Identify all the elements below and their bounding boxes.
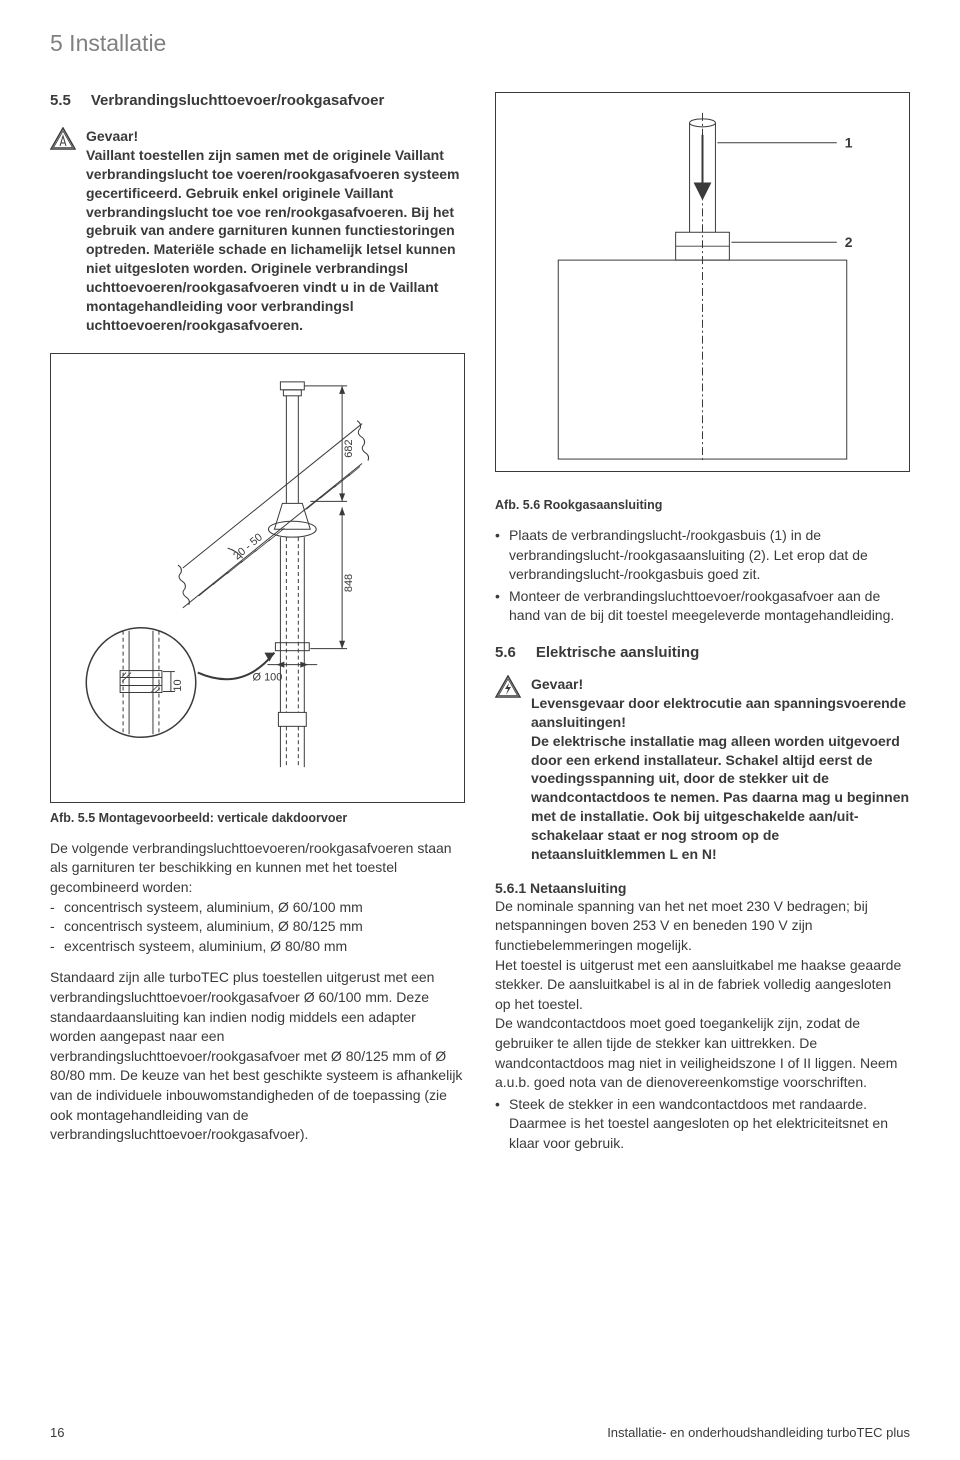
- section-number: 5.5: [50, 92, 71, 109]
- dim-848: 848: [343, 574, 355, 592]
- page-number: 16: [50, 1425, 64, 1440]
- warning-body: Vaillant toestellen zijn samen met de or…: [86, 146, 465, 335]
- instructions-5-6-list: Plaats de verbrandingslucht-/rookgasbuis…: [495, 526, 910, 626]
- figure-5-6-caption: Afb. 5.6 Rookgasaansluiting: [495, 498, 910, 512]
- dim-682: 682: [343, 439, 355, 457]
- dim-10: 10: [172, 679, 184, 691]
- list-item: concentrisch systeem, aluminium, Ø 80/12…: [50, 917, 465, 937]
- section-5-5-heading: 5.5 Verbrandingsluchttoevoer/rookgasafvo…: [50, 92, 465, 109]
- list-item: Monteer de verbrandingsluchttoevoer/rook…: [495, 587, 910, 626]
- warning-title: Gevaar!: [531, 675, 910, 694]
- warning-block-5-5: Gevaar! Vaillant toestellen zijn samen m…: [50, 127, 465, 335]
- list-item: excentrisch systeem, aluminium, Ø 80/80 …: [50, 937, 465, 957]
- warning-electrical-icon: [495, 675, 521, 864]
- system-list: concentrisch systeem, aluminium, Ø 60/10…: [50, 898, 465, 957]
- list-item: Steek de stekker in een wandcontactdoos …: [495, 1095, 910, 1154]
- figure-5-6: 1 2: [495, 92, 910, 472]
- instructions-5-6-1-list: Steek de stekker in een wandcontactdoos …: [495, 1095, 910, 1154]
- list-item-text: Plaats de verbrandingslucht-/rookgasbuis…: [509, 527, 868, 582]
- section-title: Elektrische aansluiting: [536, 644, 699, 661]
- page-footer: 16 Installatie- en onderhoudshandleiding…: [50, 1425, 910, 1440]
- section-number: 5.6: [495, 644, 516, 661]
- callout-2: 2: [845, 234, 853, 250]
- section-5-6-1-heading: 5.6.1 Netaansluiting: [495, 880, 910, 896]
- dim-20-50: 20 - 50: [231, 531, 265, 562]
- warning-block-5-6: Gevaar! Levensgevaar door elektrocutie a…: [495, 675, 910, 864]
- list-item-text: Monteer de verbrandingsluchttoevoer/rook…: [509, 588, 894, 624]
- section-5-6-heading: 5.6 Elektrische aansluiting: [495, 644, 910, 661]
- list-item-text: Steek de stekker in een wandcontactdoos …: [509, 1096, 888, 1151]
- para-5-5-intro: De volgende verbrandingsluchttoevoeren/r…: [50, 839, 465, 898]
- callout-1: 1: [845, 135, 853, 151]
- warning-text: Gevaar! Vaillant toestellen zijn samen m…: [86, 127, 465, 335]
- right-column: 1 2 Afb. 5.6 Rookgasaansluiting Plaats d…: [495, 92, 910, 1156]
- figure-5-5-caption: Afb. 5.5 Montagevoorbeeld: verticale dak…: [50, 811, 465, 825]
- para-5-5-body2: Standaard zijn alle turboTEC plus toeste…: [50, 968, 465, 1144]
- two-column-layout: 5.5 Verbrandingsluchttoevoer/rookgasafvo…: [50, 92, 910, 1156]
- warning-body: Levensgevaar door elektrocutie aan spann…: [531, 694, 910, 864]
- dim-phi-100: Ø 100: [253, 671, 283, 683]
- warning-title: Gevaar!: [86, 127, 465, 146]
- left-column: 5.5 Verbrandingsluchttoevoer/rookgasafvo…: [50, 92, 465, 1156]
- section-title: Verbrandingsluchttoevoer/rookgasafvoer: [91, 92, 384, 109]
- document-title: Installatie- en onderhoudshandleiding tu…: [607, 1425, 910, 1440]
- warning-text: Gevaar! Levensgevaar door elektrocutie a…: [531, 675, 910, 864]
- list-item: concentrisch systeem, aluminium, Ø 60/10…: [50, 898, 465, 918]
- para-5-6-1-body: De nominale spanning van het net moet 23…: [495, 897, 910, 1093]
- list-item: Plaats de verbrandingslucht-/rookgasbuis…: [495, 526, 910, 585]
- figure-5-5: 20 - 50: [50, 353, 465, 803]
- page-header: 5 Installatie: [50, 30, 910, 57]
- warning-icon: [50, 127, 76, 335]
